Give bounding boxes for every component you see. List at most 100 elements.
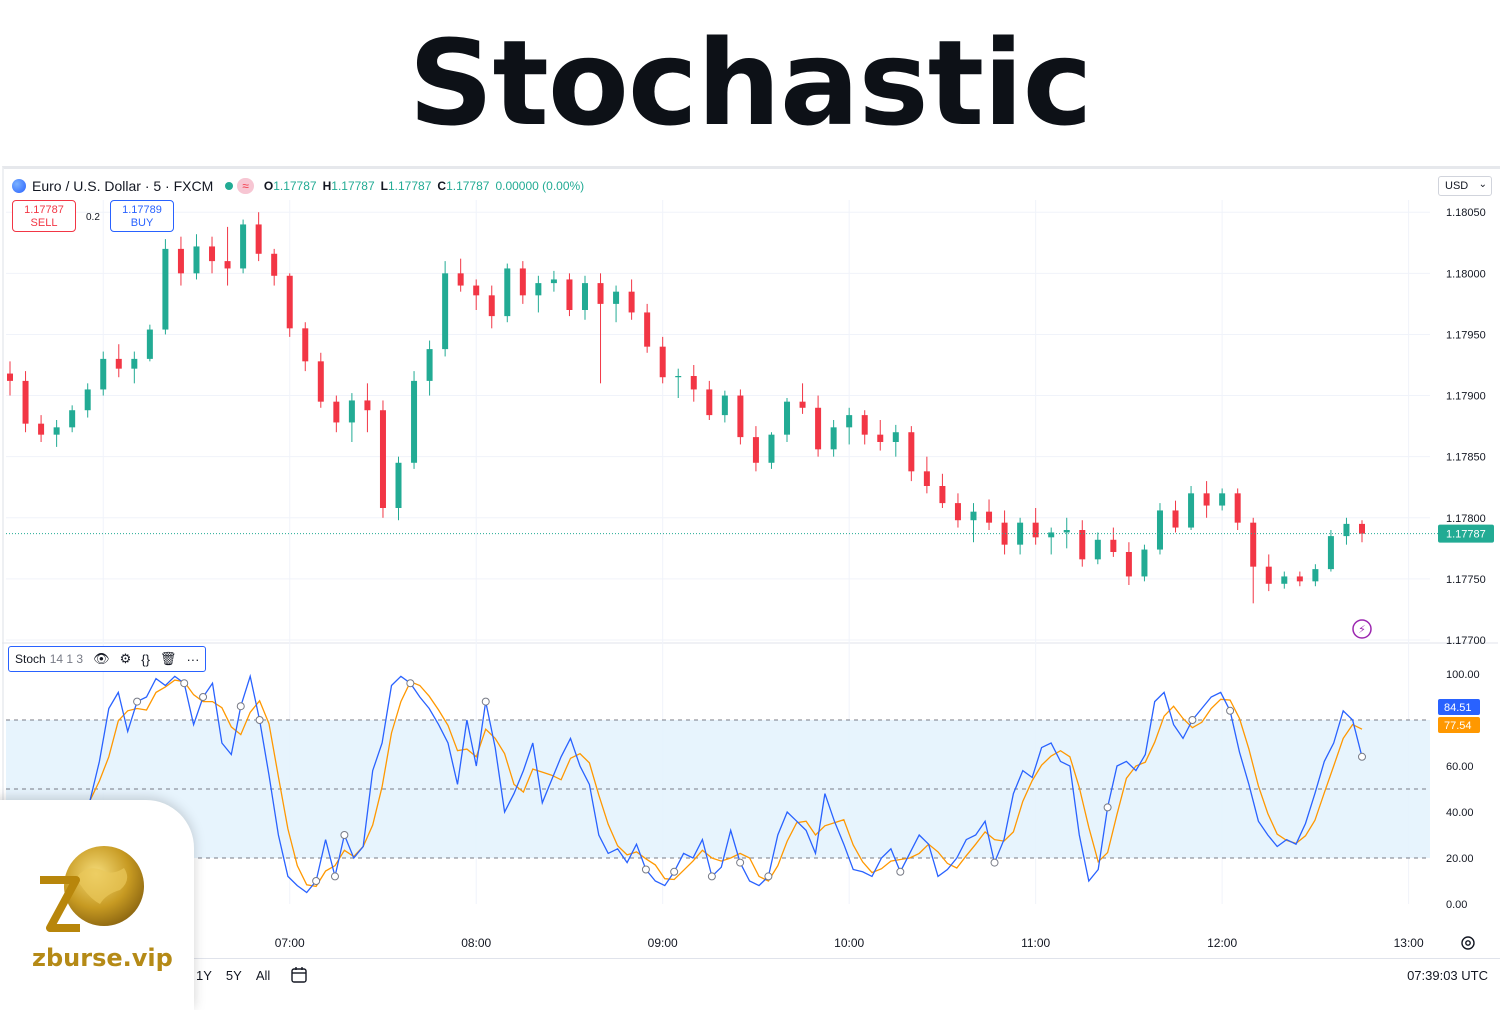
symbol-header: Euro / U.S. Dollar · 5 · FXCM ≈ O1.17787… — [12, 176, 584, 196]
range-button-all[interactable]: All — [255, 968, 271, 983]
candle-body — [177, 248, 184, 274]
candle-body — [333, 401, 340, 423]
candle-body — [861, 415, 868, 435]
candle-body — [146, 329, 153, 359]
settings-icon[interactable]: ⚙ — [119, 651, 132, 666]
calendar-icon[interactable] — [290, 966, 308, 984]
stoch-name: Stoch — [15, 652, 46, 666]
candle-body — [286, 275, 293, 329]
stoch-cross-marker — [255, 716, 264, 724]
candle-body — [69, 410, 76, 428]
candle-body — [1343, 523, 1350, 537]
stoch-k-tag — [1438, 699, 1480, 715]
time-axis-label-1100: 11:00 — [1021, 936, 1050, 950]
candle-body — [581, 283, 588, 310]
alert-bolt-glyph: ⚡ — [1358, 623, 1366, 636]
stoch-cross-marker — [707, 872, 716, 881]
eye-icon[interactable]: 👁 — [93, 651, 110, 666]
stoch-cross-marker — [670, 867, 679, 876]
candle-body — [100, 358, 107, 390]
clock-utc[interactable]: 07:39:03 UTC — [1407, 968, 1488, 983]
more-icon[interactable]: ··· — [186, 651, 200, 667]
stoch-cross-marker — [133, 697, 142, 706]
stoch-axis-label: 100.00 — [1446, 669, 1480, 681]
time-axis-label-1000: 10:00 — [834, 936, 864, 950]
candle-body — [908, 432, 915, 472]
candle-body — [970, 511, 977, 521]
stoch-legend[interactable]: Stoch 14 1 3 👁 ⚙ {} 🗑 ··· — [8, 646, 207, 672]
stoch-cross-marker — [641, 865, 650, 874]
market-status-badge[interactable]: ≈ — [237, 178, 254, 194]
candle-body — [317, 361, 324, 402]
trash-icon[interactable]: 🗑 — [159, 651, 177, 666]
currency-select[interactable]: USD ⌄ — [1438, 176, 1492, 196]
candle-body — [1156, 510, 1163, 550]
buy-price: 1.17789 — [122, 204, 162, 216]
price-axis-label: 1.17800 — [1446, 513, 1486, 525]
candle-body — [1125, 552, 1132, 577]
stoch-k-value: 84.51 — [1444, 702, 1472, 714]
sell-label: SELL — [30, 217, 58, 229]
stoch-cross-marker — [1188, 716, 1197, 724]
page-headline: Stochastic — [408, 13, 1092, 152]
stoch-axis-label: 40.00 — [1446, 807, 1474, 819]
range-button-5y[interactable]: 5Y — [225, 968, 242, 983]
symbol-name[interactable]: Euro / U.S. Dollar · 5 · FXCM — [32, 178, 214, 194]
stoch-cross-marker — [1103, 803, 1112, 812]
zburse-logo-icon — [40, 846, 144, 932]
buy-button[interactable]: 1.17789 BUY — [110, 200, 174, 232]
settings-gear-icon[interactable] — [1460, 935, 1476, 951]
candle-body — [1032, 522, 1039, 538]
candle-body — [411, 380, 418, 463]
candle-body — [271, 253, 278, 276]
stoch-axis-label: 0.00 — [1446, 899, 1467, 911]
candle-body — [597, 283, 604, 304]
candle-body — [923, 471, 930, 486]
candle-body — [38, 423, 45, 435]
time-axis-label-1300: 13:00 — [1394, 936, 1424, 950]
stoch-d-tag — [1438, 717, 1480, 733]
candle-body — [721, 395, 728, 416]
stoch-axis-label: 60.00 — [1446, 761, 1474, 773]
candle-body — [84, 389, 91, 411]
price-axis-label: 1.18050 — [1446, 207, 1486, 219]
sell-button[interactable]: 1.17787 SELL — [12, 200, 76, 232]
stoch-cross-marker — [340, 831, 349, 839]
candle-body — [519, 268, 526, 296]
candle-body — [1234, 493, 1241, 523]
candle-body — [550, 279, 557, 284]
candle-body — [566, 279, 573, 310]
candle-body — [1327, 536, 1334, 570]
candle-body — [1172, 510, 1179, 528]
stoch-d-value: 77.54 — [1444, 720, 1472, 732]
time-axis-label-0700: 07:00 — [275, 936, 305, 950]
candle-body — [675, 376, 682, 378]
candle-body — [131, 358, 138, 369]
stoch-d-line — [89, 679, 1363, 888]
candle-body — [1079, 530, 1086, 560]
candle-body — [22, 380, 29, 424]
candle-body — [892, 432, 899, 442]
candle-body — [364, 400, 371, 411]
stoch-cross-marker — [1358, 752, 1366, 761]
candle-body — [690, 376, 697, 390]
candle-body — [1110, 539, 1117, 552]
time-axis-label-1200: 12:00 — [1207, 936, 1237, 950]
candle-body — [1063, 530, 1070, 533]
candle-body — [473, 285, 480, 296]
candle-body — [1219, 493, 1226, 506]
price-axis-label: 1.17700 — [1446, 635, 1486, 647]
candle-body — [302, 328, 309, 362]
candle-body — [954, 503, 961, 521]
stoch-params: 14 1 3 — [49, 652, 84, 666]
range-button-1y[interactable]: 1Y — [196, 968, 212, 983]
source-code-icon[interactable]: {} — [141, 651, 150, 667]
candle-body — [53, 427, 60, 435]
bottom-toolbar — [0, 958, 1500, 999]
candle-body — [986, 511, 993, 523]
price-axis-label: 1.18000 — [1446, 268, 1486, 280]
candle-body — [815, 407, 822, 450]
stoch-cross-marker — [406, 679, 415, 688]
candle-body — [628, 291, 635, 313]
